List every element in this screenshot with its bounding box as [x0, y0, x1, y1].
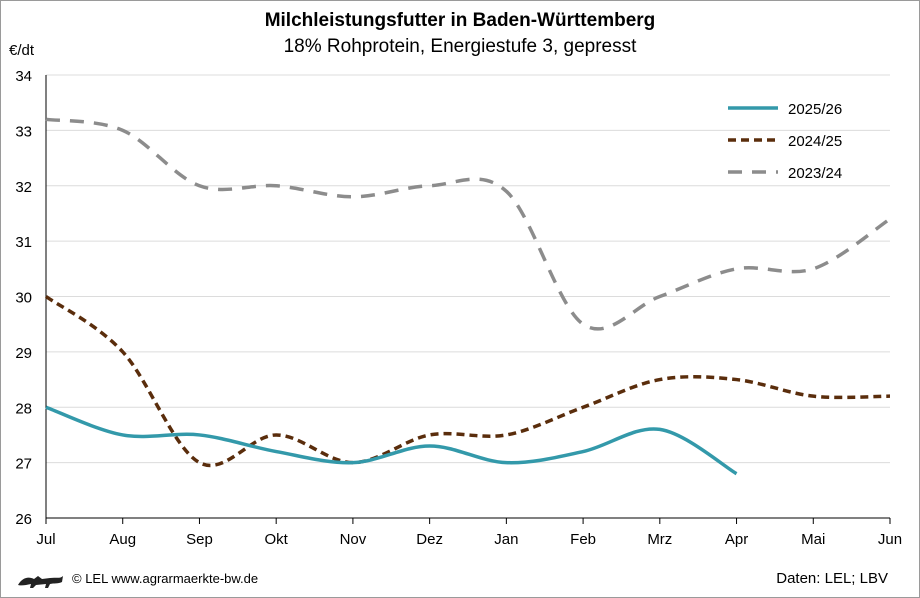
- chart-subtitle: 18% Rohprotein, Energiestufe 3, gepresst: [283, 36, 637, 57]
- x-tick-label: Nov: [340, 531, 367, 548]
- series-line-2023-24: [45, 117, 891, 331]
- series-line-2025-26: [45, 405, 738, 476]
- x-tick-label: Sep: [186, 531, 213, 548]
- x-tick-label: Apr: [725, 531, 748, 548]
- y-tick-label: 31: [15, 234, 32, 251]
- y-axis-unit-label: €/dt: [9, 42, 35, 59]
- footer-copyright: © LEL www.agrarmaerkte-bw.de: [72, 571, 259, 586]
- x-tick-label: Feb: [570, 531, 596, 548]
- y-tick-label: 27: [15, 456, 32, 473]
- axis-layer: 26 27 28 29 30 31 32 33 34 Jul Aug Sep Okt Nov Dez Jan F…: [15, 68, 902, 548]
- x-tick-label: Jul: [36, 531, 55, 548]
- legend-label: 2024/25: [788, 133, 842, 150]
- lion-logo-icon: [18, 576, 63, 588]
- y-tick-label: 34: [15, 68, 32, 85]
- x-tick-label: Jan: [494, 531, 518, 548]
- x-tick-label: Mrz: [647, 531, 672, 548]
- x-tick-label: Aug: [109, 531, 136, 548]
- x-tick-label: Dez: [416, 531, 443, 548]
- series-line-2024-25: [44, 295, 891, 468]
- y-tick-label: 30: [15, 290, 32, 307]
- legend-label: 2025/26: [788, 101, 842, 118]
- x-tick-label: Okt: [265, 531, 289, 548]
- y-tick-label: 32: [15, 179, 32, 196]
- footer-data-source: Daten: LEL; LBV: [776, 570, 888, 587]
- legend-label: 2023/24: [788, 165, 842, 182]
- x-tick-label: Mai: [801, 531, 825, 548]
- y-tick-label: 29: [15, 345, 32, 362]
- chart-title: Milchleistungsfutter in Baden-Württember…: [264, 10, 656, 31]
- y-tick-label: 33: [15, 123, 32, 140]
- grid-layer: [46, 74, 890, 464]
- x-tick-label: Jun: [878, 531, 902, 548]
- legend: 2025/26 2024/25 2023/24: [728, 101, 842, 182]
- y-tick-label: 28: [15, 400, 32, 417]
- y-tick-label: 26: [15, 511, 32, 528]
- series-layer: [44, 117, 891, 476]
